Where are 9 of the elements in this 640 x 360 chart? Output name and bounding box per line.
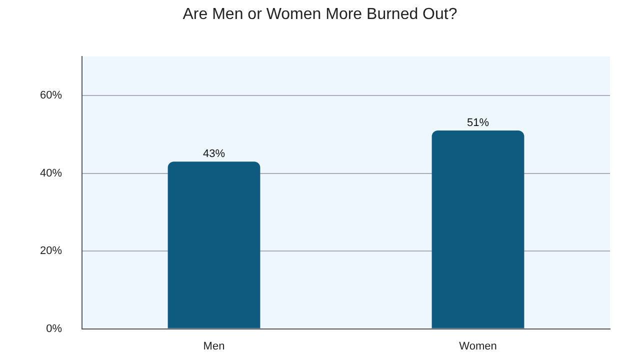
data-label: 51%	[466, 117, 490, 130]
y-tick-label: 40%	[40, 167, 62, 180]
chart-title: Are Men or Women More Burned Out?	[182, 6, 458, 24]
x-tick-label: Women	[459, 340, 497, 352]
x-tick-label: Men	[203, 340, 225, 352]
data-label: 43%	[202, 148, 226, 160]
y-tick-label: 20%	[40, 245, 62, 258]
y-tick-label: 60%	[40, 90, 62, 102]
y-tick-label: 0%	[46, 322, 62, 335]
